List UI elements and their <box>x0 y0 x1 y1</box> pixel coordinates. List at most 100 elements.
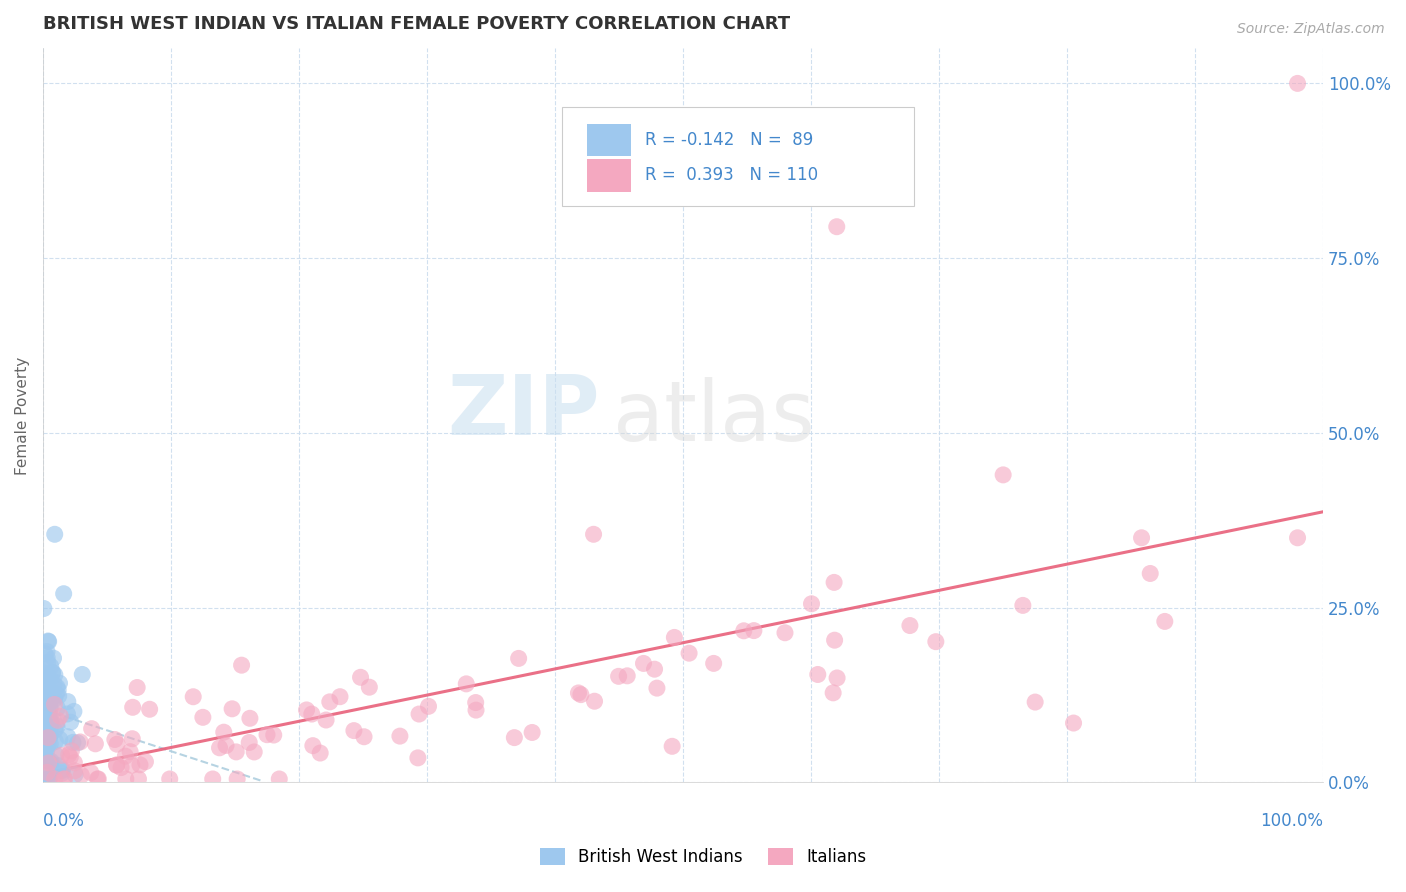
Point <box>120 745 142 759</box>
Point <box>991 467 1014 482</box>
Point <box>44 734 66 748</box>
Point <box>63 705 86 719</box>
Point <box>263 728 285 742</box>
Point <box>359 680 381 694</box>
Point <box>114 772 136 786</box>
Point <box>134 755 156 769</box>
Point <box>121 758 143 772</box>
Point <box>34 705 56 719</box>
Text: R = -0.142   N =  89: R = -0.142 N = 89 <box>645 131 813 149</box>
Point <box>807 667 830 681</box>
Point <box>315 713 337 727</box>
Point <box>418 699 440 714</box>
Point <box>32 731 55 746</box>
Point <box>121 731 143 746</box>
Point <box>32 601 55 615</box>
Point <box>1139 566 1161 581</box>
Point <box>221 702 243 716</box>
Point <box>583 694 606 708</box>
Point <box>678 646 700 660</box>
Point <box>41 690 63 705</box>
Point <box>59 750 82 764</box>
Point <box>465 703 488 717</box>
Point <box>80 722 103 736</box>
Point <box>39 756 62 770</box>
Point <box>56 730 79 744</box>
Point <box>644 662 666 676</box>
Point <box>46 680 69 694</box>
Point <box>32 742 55 756</box>
Point <box>49 709 72 723</box>
Point <box>32 689 55 703</box>
Point <box>212 725 235 739</box>
Point <box>105 737 128 751</box>
Point <box>45 747 67 762</box>
Point <box>37 718 59 732</box>
Point <box>825 671 848 685</box>
Point <box>269 772 291 786</box>
Point <box>39 729 62 743</box>
Point <box>59 715 82 730</box>
Point <box>309 746 332 760</box>
Point <box>45 718 67 732</box>
Point <box>38 723 60 737</box>
Point <box>39 718 62 732</box>
Point <box>39 714 62 728</box>
Point <box>256 728 278 742</box>
Point <box>181 690 204 704</box>
Text: Source: ZipAtlas.com: Source: ZipAtlas.com <box>1237 22 1385 37</box>
FancyBboxPatch shape <box>588 124 631 156</box>
Point <box>44 723 66 737</box>
Point <box>37 754 59 768</box>
Point <box>569 688 592 702</box>
Point <box>105 758 128 772</box>
Point <box>38 671 60 685</box>
Point <box>353 730 375 744</box>
Point <box>35 745 58 759</box>
Point <box>32 667 55 681</box>
Point <box>38 697 60 711</box>
Point <box>114 749 136 764</box>
Point <box>567 686 589 700</box>
Point <box>60 744 83 758</box>
Text: ZIP: ZIP <box>447 371 600 452</box>
Point <box>1011 599 1033 613</box>
Point <box>191 710 214 724</box>
Point <box>35 689 58 703</box>
Point <box>349 670 371 684</box>
Legend: British West Indians, Italians: British West Indians, Italians <box>533 841 873 873</box>
Point <box>208 740 231 755</box>
Point <box>645 681 668 695</box>
Point <box>127 772 149 786</box>
Point <box>38 766 60 780</box>
Point <box>37 656 59 670</box>
Point <box>51 748 73 763</box>
Point <box>35 740 58 755</box>
Point <box>127 681 149 695</box>
Point <box>733 624 755 638</box>
Point <box>607 669 630 683</box>
Point <box>38 686 60 700</box>
Y-axis label: Female Poverty: Female Poverty <box>15 356 30 475</box>
Point <box>51 763 73 777</box>
Point <box>703 657 725 671</box>
Point <box>37 731 59 745</box>
Point <box>48 758 70 772</box>
Point <box>46 720 69 734</box>
Point <box>406 751 429 765</box>
Point <box>388 729 411 743</box>
Point <box>824 633 846 648</box>
Point <box>35 772 58 786</box>
Point <box>63 767 86 781</box>
Point <box>39 708 62 723</box>
Point <box>302 739 325 753</box>
Point <box>225 745 247 759</box>
Point <box>661 739 683 754</box>
Point <box>41 665 63 680</box>
Point <box>633 657 655 671</box>
Point <box>38 772 60 786</box>
Point <box>35 686 58 700</box>
Point <box>35 644 58 658</box>
Text: R =  0.393   N = 110: R = 0.393 N = 110 <box>645 167 818 185</box>
Point <box>343 723 366 738</box>
